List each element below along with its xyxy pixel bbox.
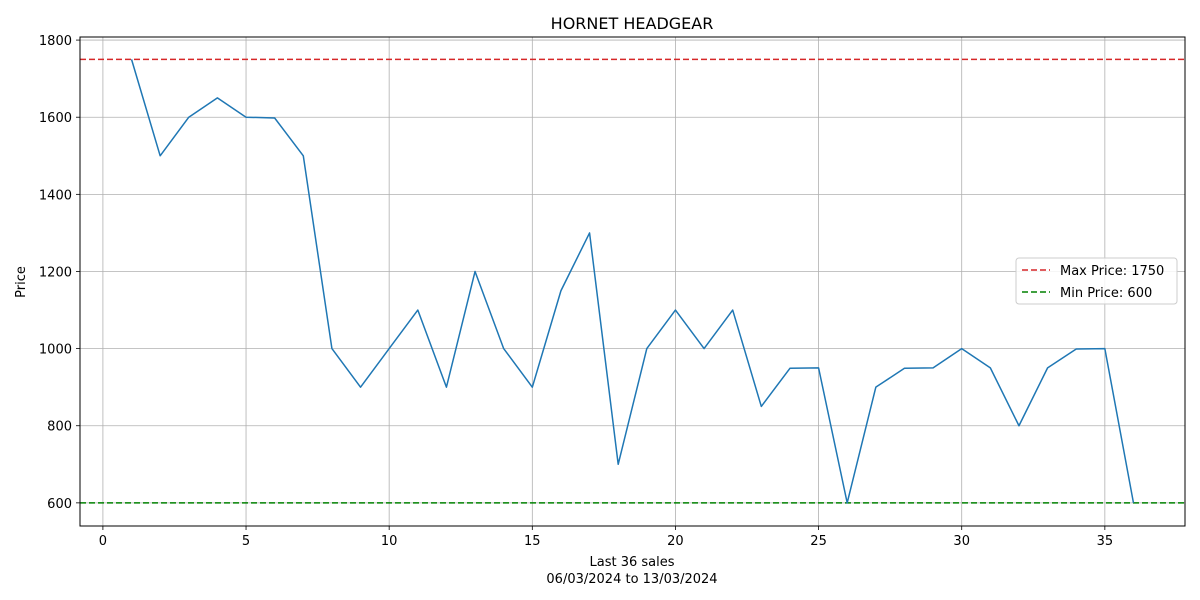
x-tick-label: 5	[242, 534, 250, 549]
x-tick-label: 0	[99, 534, 107, 549]
plot-frame	[79, 36, 1186, 527]
legend: Max Price: 1750 Min Price: 600	[1015, 257, 1178, 305]
x-axis-label: Last 36 sales	[589, 555, 674, 570]
y-tick-label: 800	[47, 420, 72, 435]
x-tick-label: 15	[524, 534, 541, 549]
legend-label-min: Min Price: 600	[1060, 286, 1152, 301]
x-axis-ticks: 0 5 10 15 20 25 30 35	[99, 526, 1113, 549]
legend-box	[1015, 257, 1178, 305]
x-axis-sublabel: 06/03/2024 to 13/03/2024	[546, 572, 717, 587]
series-layer	[130, 59, 1135, 504]
reference-lines	[80, 58, 1185, 504]
grid	[80, 37, 1185, 526]
x-tick-label: 35	[1097, 534, 1114, 549]
chart-title: HORNET HEADGEAR	[551, 14, 714, 33]
price-series-line	[130, 59, 1135, 504]
x-tick-label: 10	[381, 534, 398, 549]
x-tick-label: 25	[810, 534, 827, 549]
y-tick-label: 1400	[39, 188, 72, 203]
y-axis-ticks: 600 800 1000 1200 1400 1600 1800	[39, 34, 80, 512]
y-tick-label: 1600	[39, 111, 72, 126]
y-axis-label: Price	[14, 266, 29, 298]
legend-label-max: Max Price: 1750	[1060, 264, 1164, 279]
y-tick-label: 1200	[39, 265, 72, 280]
y-tick-label: 600	[47, 497, 72, 512]
y-tick-label: 1800	[39, 34, 72, 49]
y-tick-label: 1000	[39, 343, 72, 358]
x-tick-label: 30	[953, 534, 970, 549]
x-tick-label: 20	[667, 534, 684, 549]
